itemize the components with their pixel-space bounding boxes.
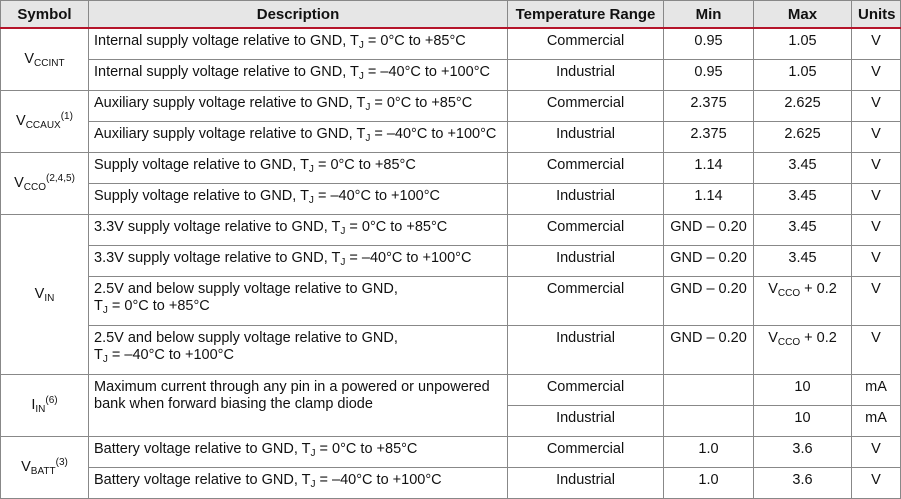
units-cell: V	[851, 325, 901, 375]
min-cell: 1.14	[663, 183, 754, 215]
max-cell: 2.625	[753, 121, 852, 153]
units-cell: mA	[851, 374, 901, 406]
temperature-range-cell: Industrial	[507, 183, 664, 215]
description-cell: Supply voltage relative to GND, TJ = –40…	[88, 183, 508, 215]
min-cell: GND – 0.20	[663, 276, 754, 326]
min-cell: 1.14	[663, 152, 754, 184]
units-cell: V	[851, 59, 901, 91]
table-row: VIN 3.3V supply voltage relative to GND,…	[0, 214, 901, 375]
symbol-vccint: VCCINT	[0, 27, 89, 91]
max-cell: 1.05	[753, 59, 852, 91]
min-cell	[663, 405, 754, 437]
units-cell: V	[851, 90, 901, 122]
description-cell: Auxiliary supply voltage relative to GND…	[88, 90, 508, 122]
table-row: 2.5V and below supply voltage relative t…	[1, 325, 901, 375]
description-cell: Internal supply voltage relative to GND,…	[88, 27, 508, 60]
header-temperature-range: Temperature Range	[507, 0, 664, 29]
min-cell: 1.0	[663, 467, 754, 499]
temperature-range-cell: Industrial	[507, 325, 664, 375]
header-symbol: Symbol	[0, 0, 89, 29]
units-cell: V	[851, 121, 901, 153]
description-cell: Internal supply voltage relative to GND,…	[88, 59, 508, 91]
units-cell: V	[851, 214, 901, 246]
symbol-iin: IIN(6)	[0, 374, 89, 437]
header-units: Units	[851, 0, 901, 29]
header-row: Symbol Description Temperature Range Min…	[0, 0, 901, 29]
max-cell: 3.6	[753, 436, 852, 468]
description-cell: Maximum current through any pin in a pow…	[88, 374, 508, 437]
min-cell: GND – 0.20	[663, 245, 754, 277]
temperature-range-cell: Industrial	[507, 245, 664, 277]
symbol-vccaux: VCCAUX(1)	[0, 90, 89, 153]
temperature-range-cell: Commercial	[507, 90, 664, 122]
max-cell: 3.45	[753, 245, 852, 277]
max-cell: 10	[753, 374, 852, 406]
temperature-range-cell: Commercial	[507, 436, 664, 468]
min-cell: 0.95	[663, 27, 754, 60]
table-row: Supply voltage relative to GND, TJ = –40…	[1, 183, 901, 215]
header-max: Max	[753, 0, 852, 29]
description-cell: 2.5V and below supply voltage relative t…	[88, 325, 508, 375]
units-cell: V	[851, 436, 901, 468]
units-cell: V	[851, 245, 901, 277]
units-cell: V	[851, 276, 901, 326]
temperature-range-cell: Commercial	[507, 27, 664, 60]
symbol-vin: VIN	[0, 214, 89, 375]
max-cell: 3.45	[753, 152, 852, 184]
description-cell: Supply voltage relative to GND, TJ = 0°C…	[88, 152, 508, 184]
units-cell: V	[851, 467, 901, 499]
temperature-range-cell: Commercial	[507, 214, 664, 246]
table-row: 2.5V and below supply voltage relative t…	[1, 276, 901, 326]
header-min: Min	[663, 0, 754, 29]
temperature-range-cell: Commercial	[507, 374, 664, 406]
temperature-range-cell: Industrial	[507, 59, 664, 91]
temperature-range-cell: Industrial	[507, 121, 664, 153]
table-row: IIN(6) Maximum current through any pin i…	[0, 374, 901, 437]
table-row: VCCINT Internal supply voltage relative …	[0, 27, 901, 91]
table-row: VCCAUX(1) Auxiliary supply voltage relat…	[0, 90, 901, 153]
temperature-range-cell: Industrial	[507, 405, 664, 437]
max-cell: 2.625	[753, 90, 852, 122]
temperature-range-cell: Industrial	[507, 467, 664, 499]
temperature-range-cell: Commercial	[507, 152, 664, 184]
max-cell: 3.6	[753, 467, 852, 499]
max-cell: 3.45	[753, 183, 852, 215]
description-cell: Battery voltage relative to GND, TJ = –4…	[88, 467, 508, 499]
max-cell: 10	[753, 405, 852, 437]
temperature-range-cell: Commercial	[507, 276, 664, 326]
min-cell: 0.95	[663, 59, 754, 91]
table-row: Auxiliary supply voltage relative to GND…	[1, 121, 901, 153]
table-row: 3.3V supply voltage relative to GND, TJ …	[1, 245, 901, 277]
max-cell: VCCO + 0.2	[753, 276, 852, 326]
symbol-vbatt: VBATT(3)	[0, 436, 89, 499]
max-cell: 3.45	[753, 214, 852, 246]
units-cell: V	[851, 27, 901, 60]
min-cell: 1.0	[663, 436, 754, 468]
table-row: Internal supply voltage relative to GND,…	[1, 59, 901, 91]
description-cell: 3.3V supply voltage relative to GND, TJ …	[88, 245, 508, 277]
min-cell: GND – 0.20	[663, 325, 754, 375]
description-cell: Auxiliary supply voltage relative to GND…	[88, 121, 508, 153]
symbol-vcco: VCCO(2,4,5)	[0, 152, 89, 215]
units-cell: V	[851, 152, 901, 184]
description-cell: 3.3V supply voltage relative to GND, TJ …	[88, 214, 508, 246]
min-cell: 2.375	[663, 121, 754, 153]
description-cell: 2.5V and below supply voltage relative t…	[88, 276, 508, 326]
table-row: Battery voltage relative to GND, TJ = –4…	[1, 467, 901, 499]
description-cell: Battery voltage relative to GND, TJ = 0°…	[88, 436, 508, 468]
table-row: VBATT(3) Battery voltage relative to GND…	[0, 436, 901, 499]
units-cell: mA	[851, 405, 901, 437]
min-cell: 2.375	[663, 90, 754, 122]
table-row: VCCO(2,4,5) Supply voltage relative to G…	[0, 152, 901, 215]
units-cell: V	[851, 183, 901, 215]
min-cell: GND – 0.20	[663, 214, 754, 246]
header-description: Description	[88, 0, 508, 29]
max-cell: 1.05	[753, 27, 852, 60]
max-cell: VCCO + 0.2	[753, 325, 852, 375]
min-cell	[663, 374, 754, 406]
